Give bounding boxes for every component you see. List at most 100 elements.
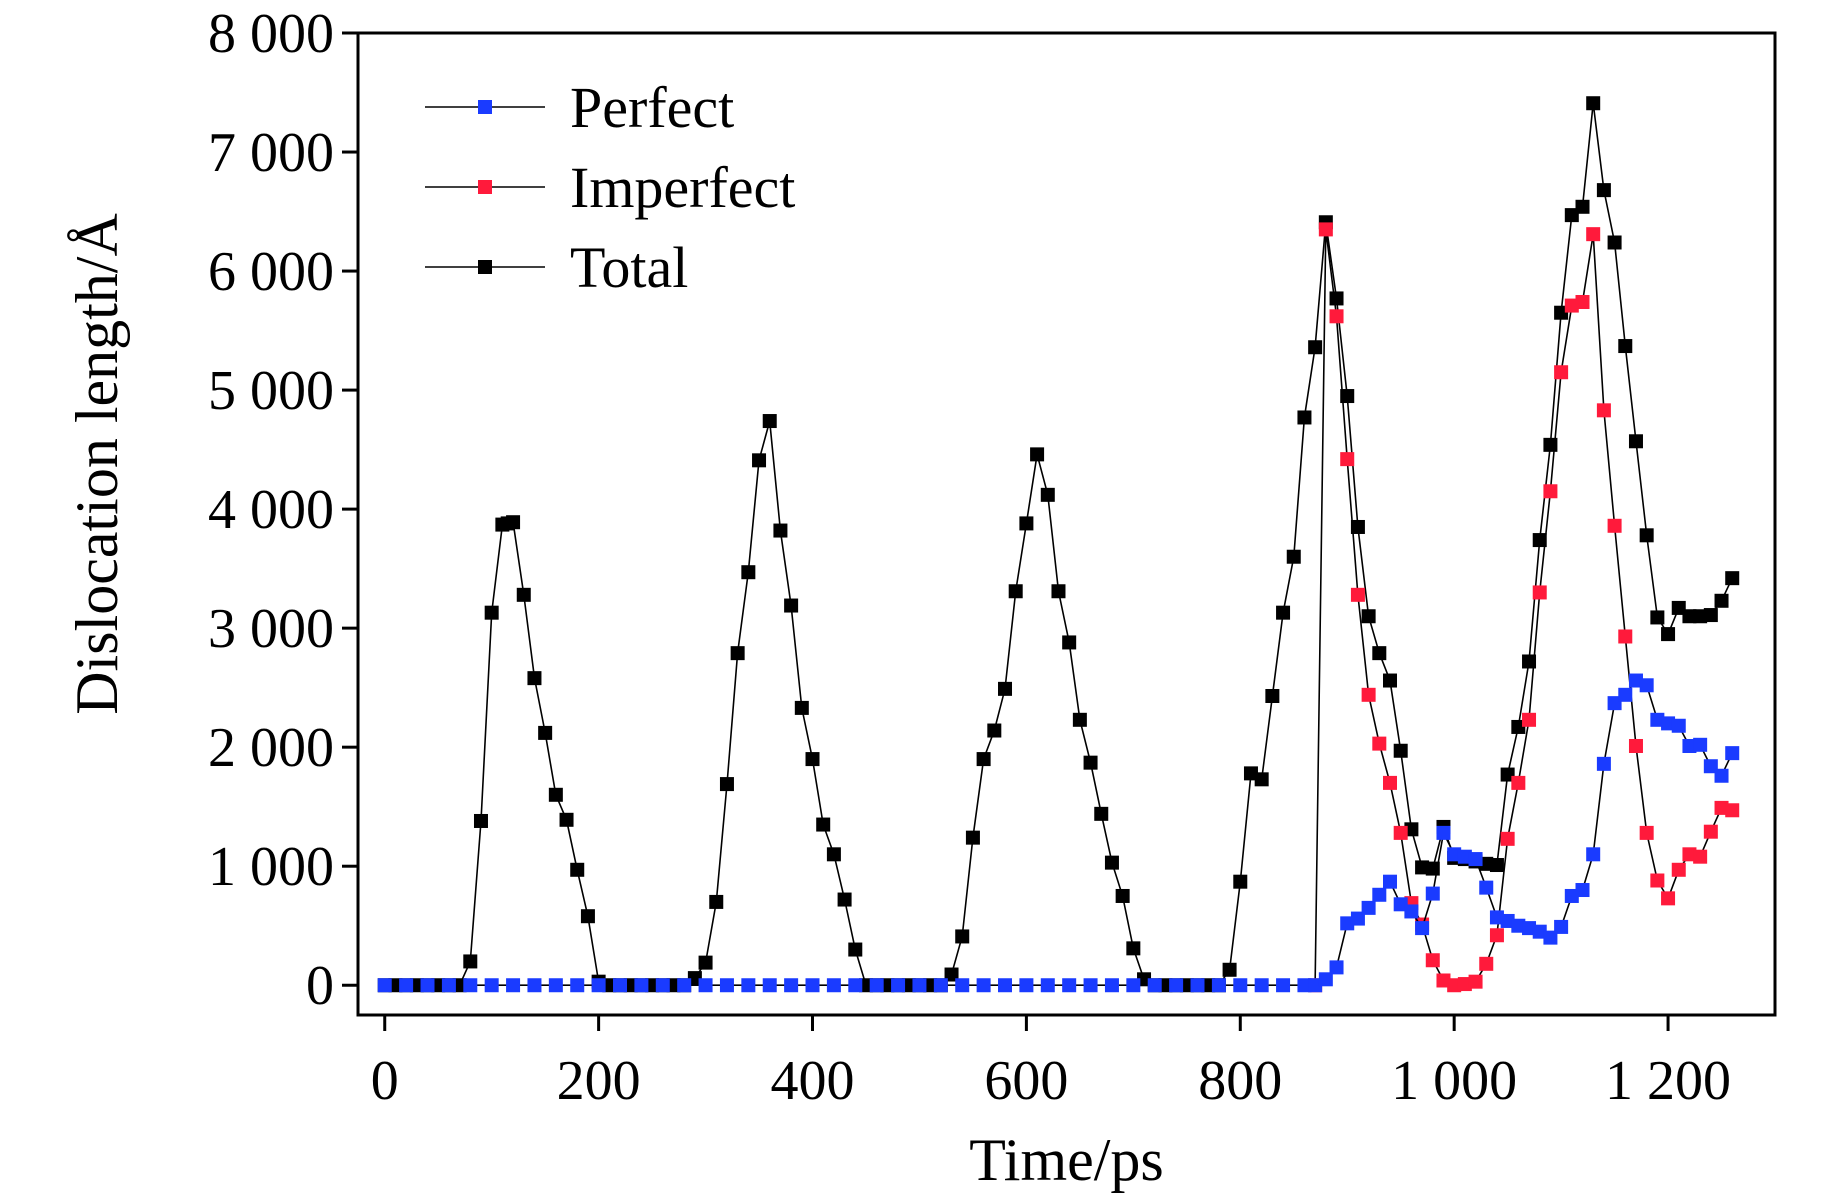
legend-item-imperfect: Imperfect — [425, 155, 795, 220]
data-point-perfect — [634, 978, 649, 993]
data-point-total — [1682, 609, 1697, 624]
data-point-perfect — [1564, 888, 1579, 903]
series-perfect — [377, 673, 1740, 993]
data-point-imperfect — [1650, 873, 1665, 888]
data-point-total — [687, 971, 702, 986]
data-point-total — [1286, 549, 1301, 564]
data-point-perfect — [1254, 978, 1269, 993]
x-axis-title: Time/ps — [969, 1127, 1164, 1193]
series-imperfect — [1308, 222, 1740, 993]
data-point-imperfect — [1543, 484, 1558, 499]
data-point-perfect — [570, 978, 585, 993]
data-point-total — [463, 954, 478, 969]
data-point-total — [1415, 860, 1430, 875]
data-point-total — [1532, 533, 1547, 548]
data-point-total — [1297, 410, 1312, 425]
data-point-total — [1276, 605, 1291, 620]
y-tick-label: 8 000 — [208, 3, 334, 65]
data-point-imperfect — [1350, 587, 1365, 602]
data-point-perfect — [527, 978, 542, 993]
data-point-perfect — [613, 978, 628, 993]
data-point-perfect — [1126, 978, 1141, 993]
data-point-total — [1072, 712, 1087, 727]
legend-item-perfect: Perfect — [425, 75, 734, 140]
data-point-perfect — [463, 978, 478, 993]
series-line-imperfect — [1314, 229, 1733, 987]
data-point-total — [1083, 755, 1098, 770]
data-point-total — [1564, 208, 1579, 223]
y-axis: 0 1 000 2 000 3 000 4 000 5 000 6 000 7 000 8 00… — [208, 3, 358, 1017]
data-point-perfect — [1040, 978, 1055, 993]
data-point-imperfect — [1329, 309, 1344, 324]
y-tick-label: 7 000 — [208, 122, 334, 184]
data-point-perfect — [933, 978, 948, 993]
data-point-total — [1222, 962, 1237, 977]
data-point-imperfect — [1383, 775, 1398, 790]
data-point-imperfect — [1661, 891, 1676, 906]
data-point-perfect — [1628, 673, 1643, 688]
data-point-total — [1522, 654, 1537, 669]
data-point-perfect — [1596, 756, 1611, 771]
data-point-total — [794, 700, 809, 715]
data-point-total — [1030, 447, 1045, 462]
data-point-perfect — [1554, 919, 1569, 934]
data-point-perfect — [912, 978, 927, 993]
data-point-imperfect — [1532, 585, 1547, 600]
data-point-imperfect — [1554, 365, 1569, 380]
data-point-total — [848, 942, 863, 957]
series-total — [377, 96, 1740, 993]
data-point-total — [580, 909, 595, 924]
data-point-total — [1575, 199, 1590, 214]
data-point-imperfect — [1468, 974, 1483, 989]
x-tick-label: 800 — [1198, 1050, 1282, 1112]
data-point-imperfect — [1725, 803, 1740, 818]
data-point-perfect — [377, 978, 392, 993]
data-point-total — [719, 777, 734, 792]
data-point-perfect — [1650, 712, 1665, 727]
y-tick-label: 6 000 — [208, 241, 334, 303]
data-point-perfect — [1083, 978, 1098, 993]
y-tick-label: 2 000 — [208, 717, 334, 779]
x-tick-label: 400 — [771, 1050, 855, 1112]
data-point-perfect — [1393, 897, 1408, 912]
data-point-perfect — [1575, 883, 1590, 898]
data-point-total — [1350, 519, 1365, 534]
data-point-total — [1104, 855, 1119, 870]
plot-frame — [356, 31, 1777, 1017]
data-point-imperfect — [1479, 956, 1494, 971]
data-point-total — [741, 565, 756, 580]
data-point-total — [1628, 434, 1643, 449]
data-point-perfect — [1661, 716, 1676, 731]
data-point-total — [944, 967, 959, 982]
data-point-imperfect — [1500, 831, 1515, 846]
data-point-imperfect — [1575, 295, 1590, 310]
data-point-total — [1254, 772, 1269, 787]
data-point-perfect — [1714, 768, 1729, 783]
data-point-perfect — [805, 978, 820, 993]
data-point-perfect — [1190, 978, 1205, 993]
data-point-perfect — [1479, 880, 1494, 895]
data-point-total — [837, 892, 852, 907]
data-point-perfect — [784, 978, 799, 993]
data-point-perfect — [1447, 847, 1462, 862]
data-point-imperfect — [1489, 928, 1504, 943]
data-point-imperfect — [1618, 629, 1633, 644]
data-point-total — [1265, 688, 1280, 703]
x-axis: 0 200 400 600 800 1 000 1 200 — [371, 1015, 1731, 1112]
data-point-imperfect — [1372, 736, 1387, 751]
data-point-total — [1554, 305, 1569, 320]
data-point-perfect — [441, 978, 456, 993]
data-point-perfect — [1436, 825, 1451, 840]
legend-item-total: Total — [425, 235, 688, 300]
data-point-total — [559, 812, 574, 827]
legend-label: Perfect — [570, 75, 734, 140]
x-tick-label: 0 — [371, 1050, 399, 1112]
data-point-total — [538, 725, 553, 740]
data-point-total — [1607, 235, 1622, 250]
data-point-total — [1233, 874, 1248, 889]
data-point-total — [1329, 291, 1344, 306]
data-point-perfect — [741, 978, 756, 993]
data-point-perfect — [1383, 874, 1398, 889]
data-point-perfect — [1586, 847, 1601, 862]
data-point-total — [1650, 610, 1665, 625]
